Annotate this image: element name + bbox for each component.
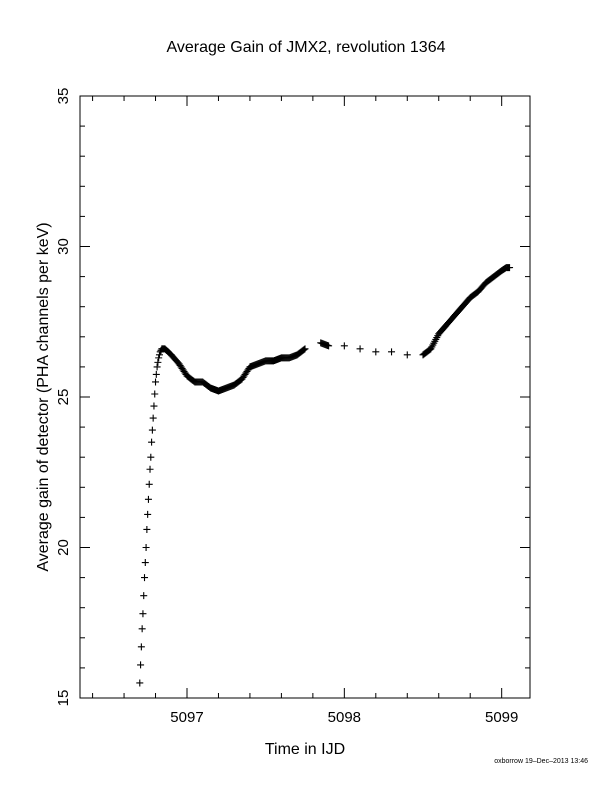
data-point [137,643,145,651]
data-point [388,348,396,356]
data-point [137,661,145,669]
data-point [153,363,161,371]
data-point [147,453,155,461]
y-tick-label: 25 [55,389,72,406]
y-tick-label: 35 [55,88,72,105]
data-point [141,559,149,567]
axis-tick-labels: 5097 5098 5099 15 20 25 30 35 [55,88,518,726]
data-points [136,264,514,687]
data-point [356,345,364,353]
data-point [300,346,308,354]
y-tick-label: 30 [55,238,72,255]
data-point [144,495,152,503]
data-point [138,625,146,633]
x-axis-label: Time in IJD [265,741,345,758]
data-point [139,610,147,618]
data-point [301,345,309,353]
y-tick-label: 15 [55,690,72,707]
data-point [152,370,160,378]
data-point [325,342,333,350]
data-point [154,358,162,366]
x-tick-label: 5098 [328,709,361,726]
data-point [149,414,157,422]
data-point [142,544,150,551]
y-tick-label: 20 [55,539,72,556]
x-tick-label: 5099 [485,709,518,726]
data-point [150,402,158,410]
data-point [141,574,149,582]
data-point [144,510,152,518]
data-point [148,426,156,434]
data-point [372,348,380,356]
data-point [145,480,153,488]
plot-frame [79,95,531,699]
y-axis-label: Average gain of detector (PHA channels p… [35,222,52,571]
axis-ticks [80,95,530,699]
data-point [155,354,163,362]
data-point [148,438,156,446]
x-tick-label: 5097 [170,709,203,726]
data-point [155,351,163,359]
data-point [152,378,160,386]
data-point [140,592,148,600]
data-point [506,264,514,272]
data-point [143,525,151,533]
footer-timestamp: oxborrow 19–Dec–2013 13:46 [494,758,588,765]
data-point [151,390,159,398]
data-point [403,351,411,359]
data-point [340,342,348,350]
chart-title: Average Gain of JMX2, revolution 1364 [167,39,446,56]
data-point [146,465,154,473]
data-point [136,679,144,687]
